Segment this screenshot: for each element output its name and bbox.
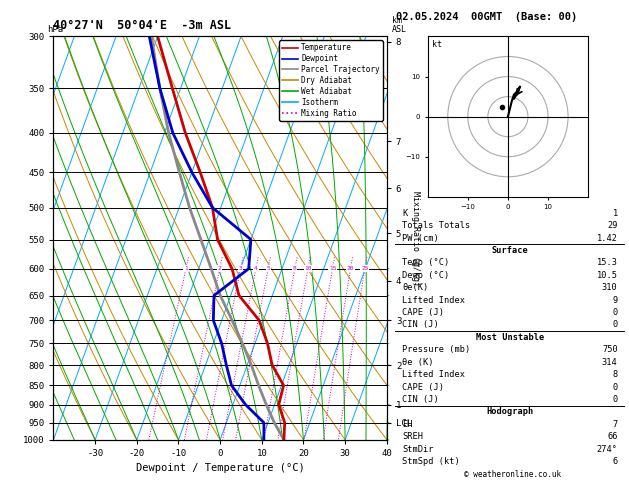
Text: Surface: Surface (491, 246, 528, 255)
Text: CIN (J): CIN (J) (402, 320, 438, 330)
Text: 1.42: 1.42 (597, 234, 618, 243)
Text: CAPE (J): CAPE (J) (402, 382, 444, 392)
X-axis label: Dewpoint / Temperature (°C): Dewpoint / Temperature (°C) (136, 464, 304, 473)
Text: © weatheronline.co.uk: © weatheronline.co.uk (464, 469, 561, 479)
Text: km
ASL: km ASL (392, 16, 407, 34)
Text: 1: 1 (184, 266, 188, 271)
Text: 314: 314 (602, 358, 618, 367)
Text: 2: 2 (218, 266, 221, 271)
Text: 0: 0 (613, 320, 618, 330)
Text: θe(K): θe(K) (402, 283, 428, 292)
Text: 6: 6 (613, 457, 618, 466)
Text: StmSpd (kt): StmSpd (kt) (402, 457, 460, 466)
Text: 0: 0 (613, 308, 618, 317)
Text: 1: 1 (613, 209, 618, 218)
Text: StmDir: StmDir (402, 445, 433, 453)
Text: Lifted Index: Lifted Index (402, 370, 465, 379)
Text: SREH: SREH (402, 432, 423, 441)
Text: 10: 10 (304, 266, 312, 271)
Text: 310: 310 (602, 283, 618, 292)
Text: kt: kt (431, 40, 442, 50)
Text: 25: 25 (361, 266, 369, 271)
Text: 7: 7 (613, 420, 618, 429)
Text: Hodograph: Hodograph (486, 407, 533, 417)
Text: Dewp (°C): Dewp (°C) (402, 271, 449, 280)
Text: 15.3: 15.3 (597, 259, 618, 267)
Text: K: K (402, 209, 407, 218)
Text: PW (cm): PW (cm) (402, 234, 438, 243)
Text: CAPE (J): CAPE (J) (402, 308, 444, 317)
Text: Pressure (mb): Pressure (mb) (402, 345, 470, 354)
Text: 66: 66 (607, 432, 618, 441)
Text: EH: EH (402, 420, 413, 429)
Text: hPa: hPa (47, 25, 64, 34)
Text: Most Unstable: Most Unstable (476, 333, 544, 342)
Text: 20: 20 (347, 266, 354, 271)
Text: 29: 29 (607, 221, 618, 230)
Text: CIN (J): CIN (J) (402, 395, 438, 404)
Text: Mixing Ratio (g/kg): Mixing Ratio (g/kg) (411, 191, 420, 286)
Text: Temp (°C): Temp (°C) (402, 259, 449, 267)
Text: 9: 9 (613, 295, 618, 305)
Text: 5: 5 (266, 266, 270, 271)
Text: 0: 0 (613, 382, 618, 392)
Text: 40°27'N  50°04'E  -3m ASL: 40°27'N 50°04'E -3m ASL (53, 19, 231, 33)
Text: 4: 4 (254, 266, 258, 271)
Text: 15: 15 (329, 266, 337, 271)
Text: 02.05.2024  00GMT  (Base: 00): 02.05.2024 00GMT (Base: 00) (396, 12, 577, 22)
Text: θe (K): θe (K) (402, 358, 433, 367)
Text: 10.5: 10.5 (597, 271, 618, 280)
Text: 8: 8 (613, 370, 618, 379)
Text: Lifted Index: Lifted Index (402, 295, 465, 305)
Text: 274°: 274° (597, 445, 618, 453)
Text: 0: 0 (613, 395, 618, 404)
Legend: Temperature, Dewpoint, Parcel Trajectory, Dry Adiabat, Wet Adiabat, Isotherm, Mi: Temperature, Dewpoint, Parcel Trajectory… (279, 40, 383, 121)
Text: 8: 8 (293, 266, 297, 271)
Text: 750: 750 (602, 345, 618, 354)
Text: 3: 3 (239, 266, 242, 271)
Text: Totals Totals: Totals Totals (402, 221, 470, 230)
